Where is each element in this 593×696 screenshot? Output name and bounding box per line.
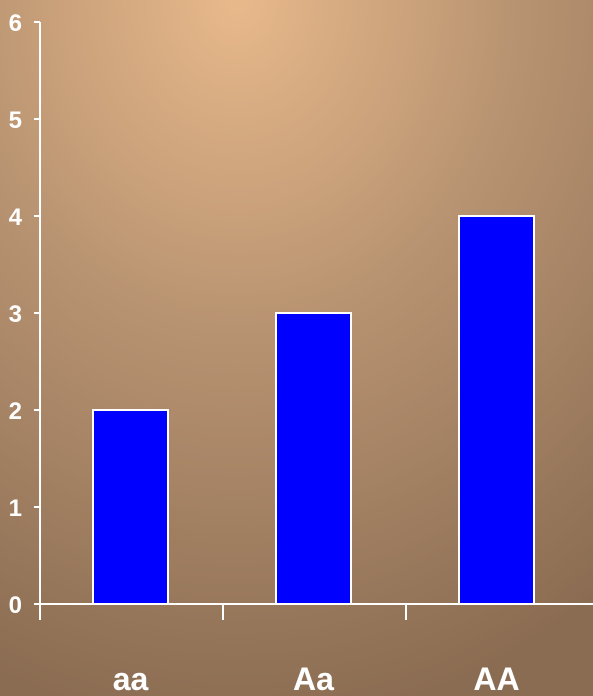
y-tick-label: 5 — [9, 107, 22, 134]
bar-Aa — [276, 313, 351, 604]
x-tick-label: AA — [473, 661, 519, 696]
y-tick-label: 4 — [9, 204, 23, 231]
bar-AA — [459, 216, 534, 604]
bar-aa — [93, 410, 168, 604]
y-tick-label: 6 — [9, 10, 22, 37]
y-tick-label: 3 — [9, 301, 22, 328]
y-tick-label: 1 — [9, 495, 22, 522]
x-tick-label: Aa — [293, 661, 334, 696]
x-tick-label: aa — [113, 661, 149, 696]
y-tick-label: 2 — [9, 398, 22, 425]
y-tick-label: 0 — [9, 592, 22, 619]
